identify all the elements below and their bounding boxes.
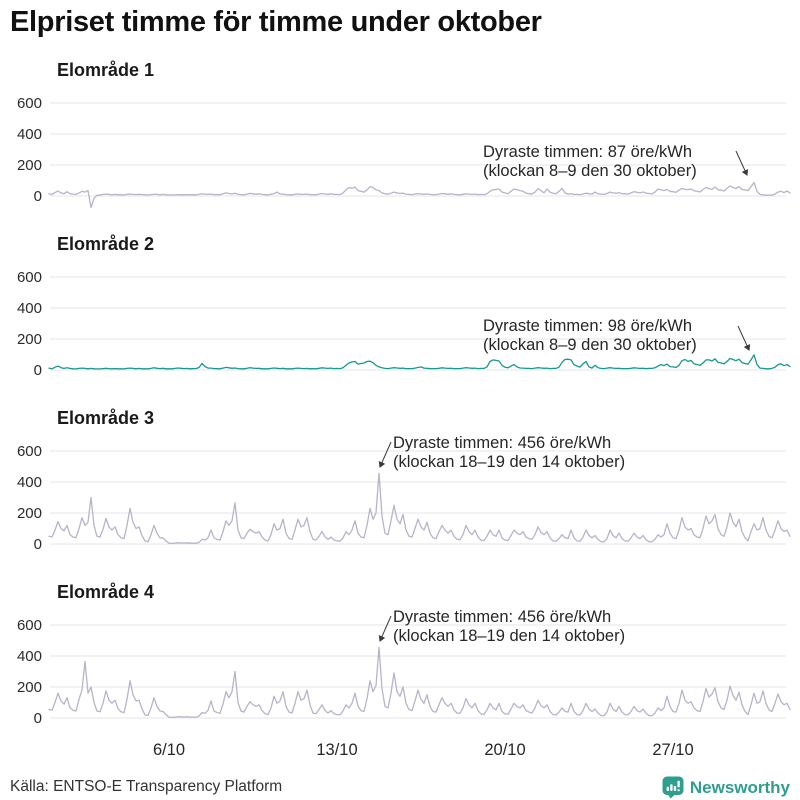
y-tick: 600 [17, 617, 42, 634]
y-tick: 400 [17, 474, 42, 491]
newsworthy-logo-icon [662, 776, 684, 799]
price-line [48, 181, 791, 209]
newsworthy-brand: Newsworthy [662, 776, 790, 799]
price-line [48, 354, 791, 370]
y-tick: 0 [34, 188, 42, 205]
x-tick: 6/10 [152, 741, 186, 759]
max-price-annotation: Dyraste timmen: 456 öre/kWh (klockan 18–… [393, 434, 625, 472]
y-axis-labels: 600 400 200 0 [17, 617, 42, 727]
annotation-line-2: (klockan 8–9 den 30 oktober) [483, 336, 697, 354]
chart-panel-elomrade-4: Elområde 4 600 400 200 0 Dyraste timmen:… [0, 572, 800, 746]
y-tick: 200 [17, 331, 42, 348]
page-title: Elpriset timme för timme under oktober [10, 6, 542, 38]
annotation-line-1: Dyraste timmen: 456 öre/kWh [393, 434, 612, 452]
y-tick: 400 [17, 648, 42, 665]
y-tick: 400 [17, 126, 42, 143]
y-axis-labels: 600 400 200 0 [17, 95, 42, 205]
panel-title: Elområde 4 [57, 582, 154, 602]
chart-panel-elomrade-3: Elområde 3 600 400 200 0 Dyraste timmen:… [0, 398, 800, 572]
y-tick: 200 [17, 157, 42, 174]
y-tick: 400 [17, 300, 42, 317]
line-chart-elomrade-1: Elområde 1 600 400 200 0 [17, 60, 791, 209]
annotation-line-2: (klockan 8–9 den 30 oktober) [483, 162, 697, 180]
source-credit: Källa: ENTSO-E Transparency Platform [10, 778, 283, 795]
panel-title: Elområde 3 [57, 408, 154, 428]
annotation-arrow-icon [378, 441, 392, 468]
y-tick: 200 [17, 679, 42, 696]
chart-panel-elomrade-1: Elområde 1 600 400 200 0 Dyraste timmen:… [0, 50, 800, 224]
annotation-line-1: Dyraste timmen: 456 öre/kWh [393, 608, 612, 626]
chart-panel-elomrade-2: Elområde 2 600 400 200 0 Dyraste timmen:… [0, 224, 800, 398]
line-chart-elomrade-4: Elområde 4 600 400 200 0 [17, 582, 791, 727]
annotation-arrow-icon [737, 325, 751, 351]
panel-title: Elområde 1 [57, 60, 154, 80]
max-price-annotation: Dyraste timmen: 98 öre/kWh (klockan 8–9 … [483, 317, 697, 355]
annotation-arrow-icon [735, 150, 749, 176]
y-axis-labels: 600 400 200 0 [17, 443, 42, 553]
line-chart-elomrade-3: Elområde 3 600 400 200 0 [17, 408, 791, 553]
gridlines [50, 624, 786, 719]
x-tick: 13/10 [316, 741, 358, 759]
y-tick: 600 [17, 443, 42, 460]
y-tick: 200 [17, 505, 42, 522]
x-axis-labels: 6/10 13/10 20/10 27/10 [0, 741, 800, 765]
annotation-arrow-icon [378, 615, 392, 642]
x-tick: 27/10 [652, 741, 694, 759]
gridlines [50, 276, 786, 371]
panel-title: Elområde 2 [57, 234, 154, 254]
price-line [48, 646, 791, 719]
annotation-line-2: (klockan 18–19 den 14 oktober) [393, 627, 626, 645]
y-tick: 600 [17, 269, 42, 286]
y-tick: 0 [34, 710, 42, 727]
y-tick: 0 [34, 536, 42, 553]
footer: Källa: ENTSO-E Transparency Platform New… [0, 774, 800, 800]
y-tick: 600 [17, 95, 42, 112]
brand-name: Newsworthy [689, 777, 790, 797]
x-tick: 20/10 [484, 741, 526, 759]
price-line [48, 472, 791, 545]
max-price-annotation: Dyraste timmen: 87 öre/kWh (klockan 8–9 … [483, 143, 697, 181]
line-chart-elomrade-2: Elområde 2 600 400 200 0 [17, 234, 791, 379]
y-axis-labels: 600 400 200 0 [17, 269, 42, 379]
y-tick: 0 [34, 362, 42, 379]
max-price-annotation: Dyraste timmen: 456 öre/kWh (klockan 18–… [393, 608, 625, 646]
gridlines [50, 450, 786, 545]
gridlines [50, 102, 786, 197]
annotation-line-2: (klockan 18–19 den 14 oktober) [393, 453, 626, 471]
annotation-line-1: Dyraste timmen: 98 öre/kWh [483, 317, 693, 335]
annotation-line-1: Dyraste timmen: 87 öre/kWh [483, 143, 693, 161]
